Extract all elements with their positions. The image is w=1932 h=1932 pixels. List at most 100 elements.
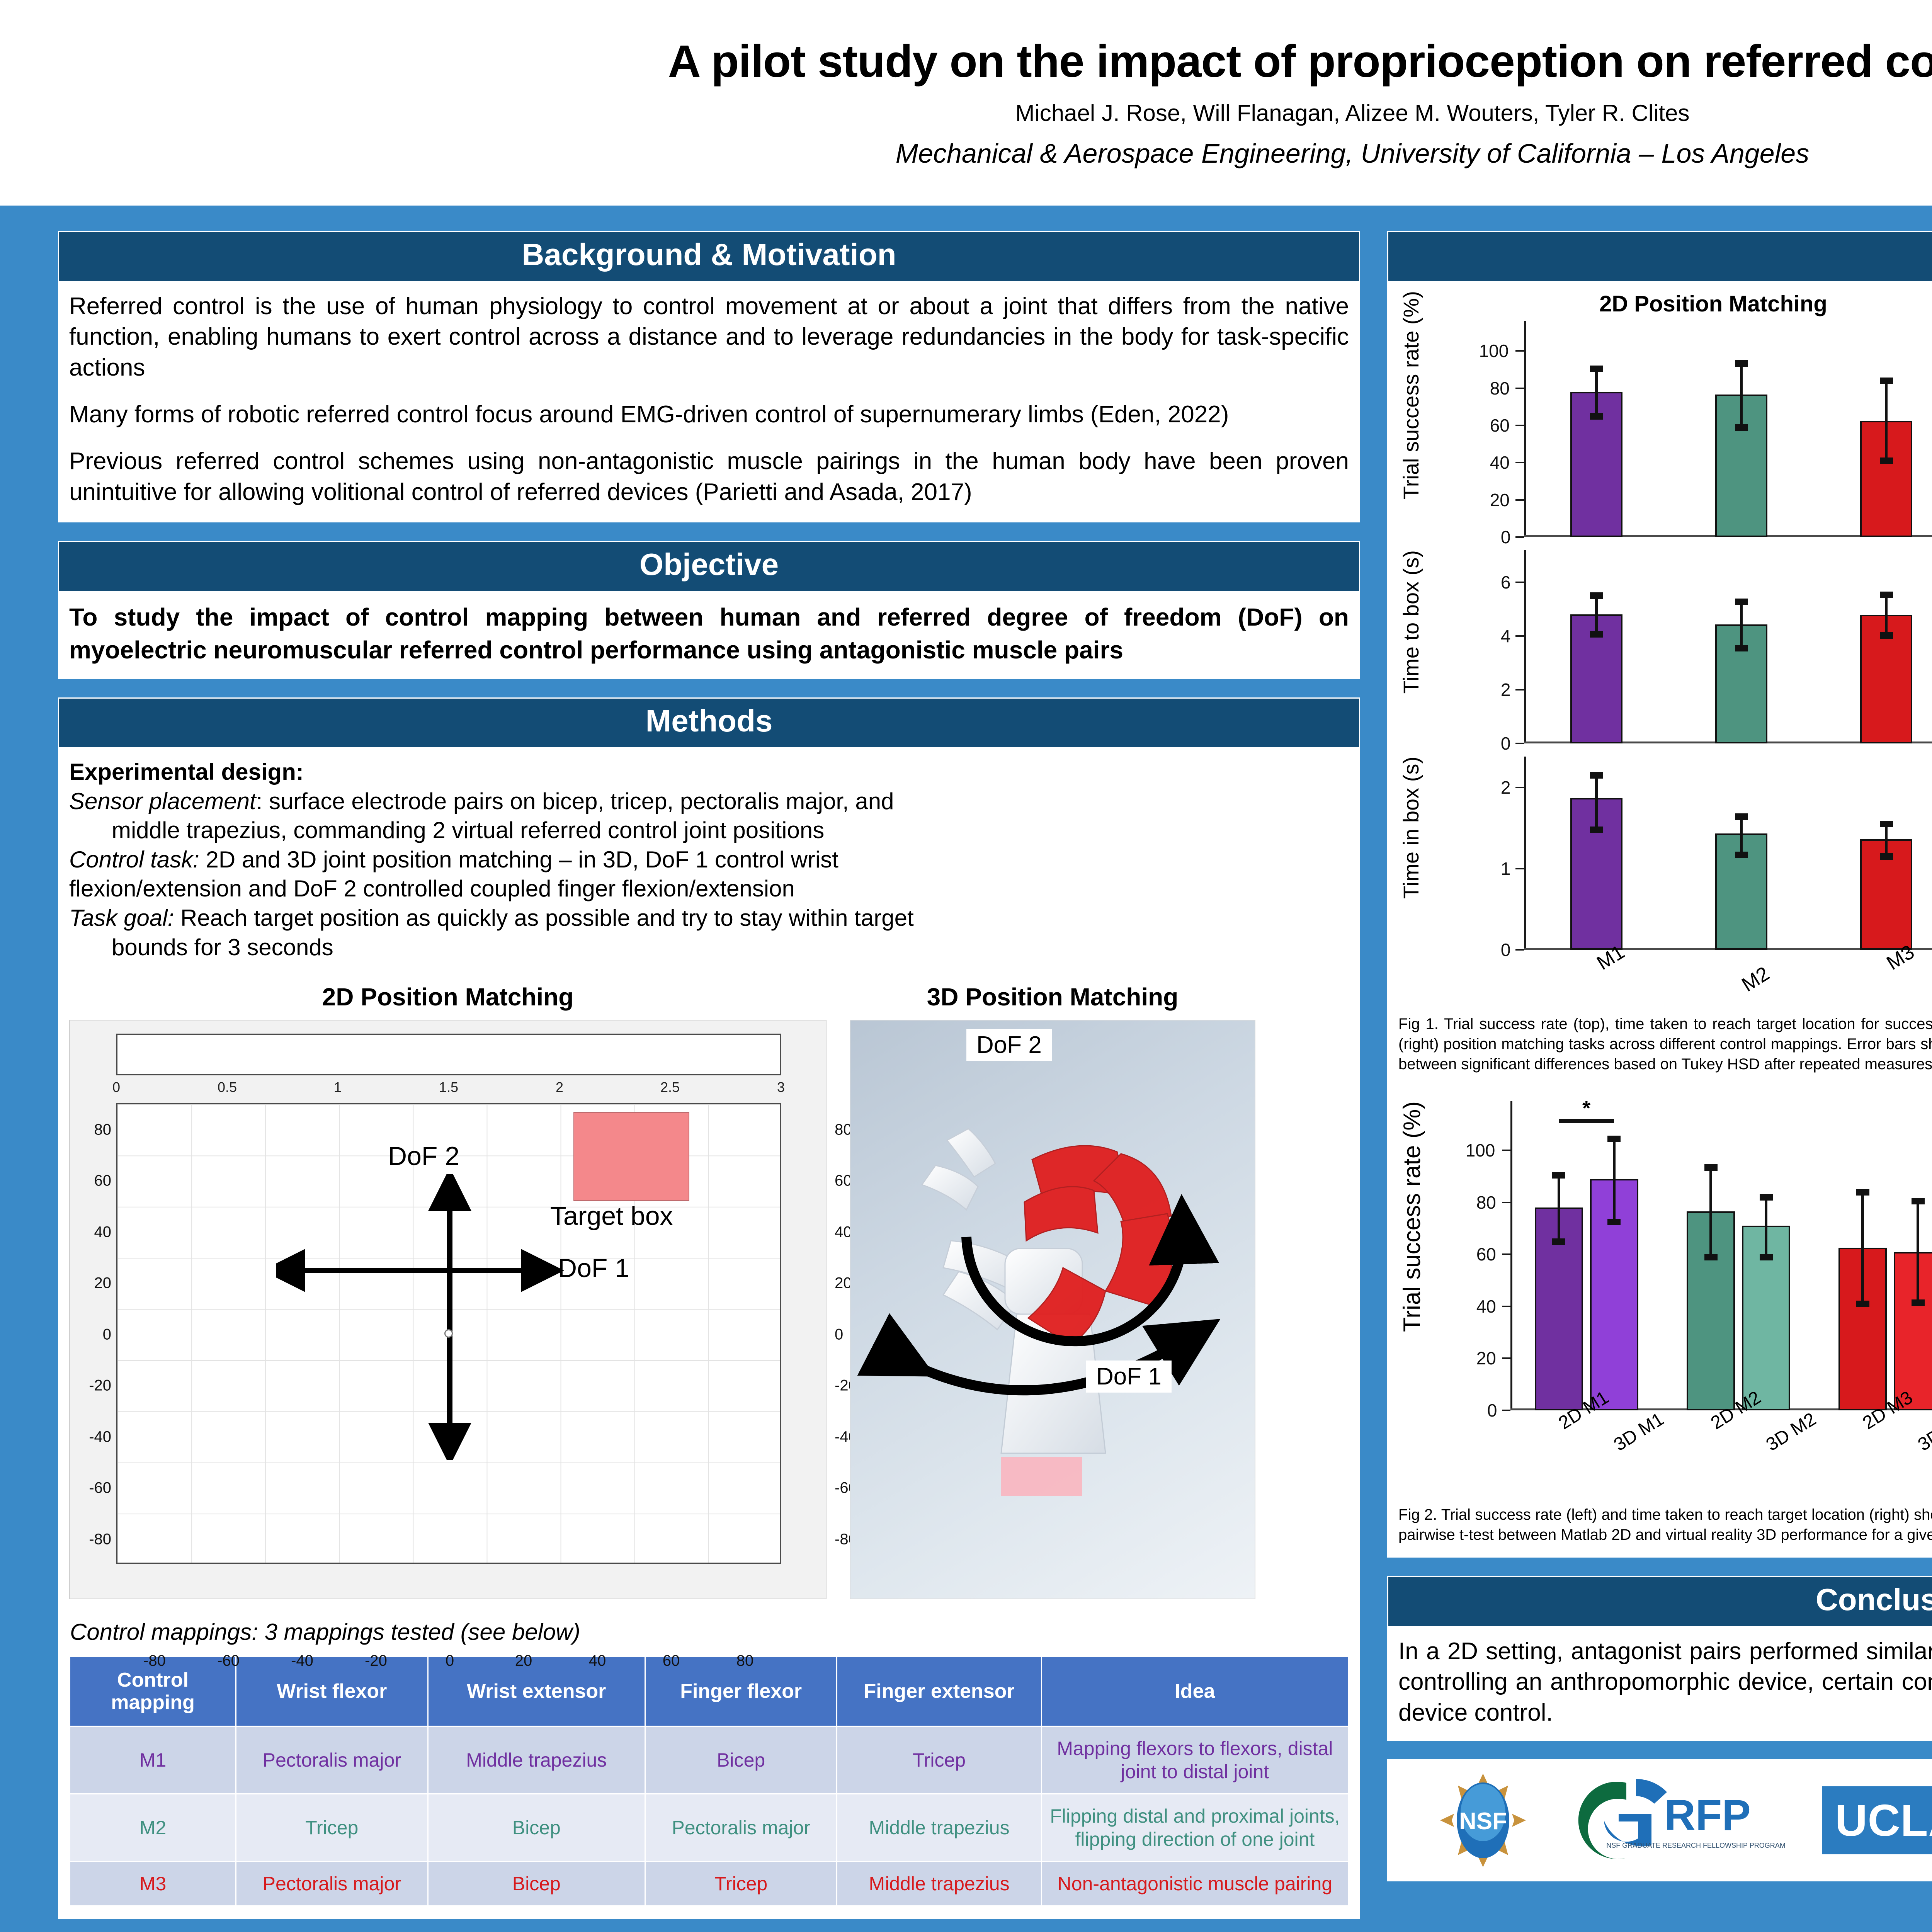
nsf-logo-icon: NSF bbox=[1435, 1772, 1531, 1869]
cell-mapping: M3 bbox=[69, 1861, 237, 1906]
conclusions-text: In a 2D setting, antagonist pairs perfor… bbox=[1398, 1638, 1932, 1726]
table-row: M3 Pectoralis major Bicep Tricep Middle … bbox=[69, 1861, 1349, 1906]
tick-label: 2.5 bbox=[660, 1079, 680, 1095]
methods-line-label: Control task: bbox=[69, 846, 199, 872]
fig1-chart-2d-timein: 0 1 2 M1 M2 M3 bbox=[1456, 757, 1932, 1008]
methods-line: middle trapezius, commanding 2 virtual r… bbox=[69, 816, 1349, 845]
cell-finger-flexor: Pectoralis major bbox=[645, 1793, 838, 1862]
results-body: Trial success rate (%) 2D Position Match… bbox=[1388, 281, 1932, 1556]
methods-line-text: Reach target position as quickly as poss… bbox=[174, 905, 914, 931]
fig1-chart-2d-timeto: 0 2 4 6 bbox=[1456, 550, 1932, 753]
tick-label: 1 bbox=[333, 1079, 342, 1095]
y-tick-label: 80 bbox=[94, 1121, 112, 1138]
error-bar bbox=[1885, 381, 1888, 461]
cell-finger-extensor: Tricep bbox=[836, 1725, 1042, 1794]
fig2-chart-success: 0 20 40 60 80 100 * 2D M1 3D bbox=[1449, 1098, 1932, 1499]
figure-2: Trial success rate (%) 0 20 40 60 80 100 bbox=[1398, 1098, 1932, 1499]
svg-text:NSF: NSF bbox=[1459, 1808, 1507, 1835]
error-bar bbox=[1612, 1138, 1616, 1222]
error-bar bbox=[1861, 1192, 1864, 1304]
x-tick-label: -80 bbox=[143, 1652, 166, 1670]
tick-label: 0 bbox=[112, 1079, 121, 1095]
fig1-row-timeto: Time to box (s) 0 2 4 6 0 2 bbox=[1398, 550, 1932, 753]
x-tick-label: 40 bbox=[588, 1652, 606, 1670]
background-body: Referred control is the use of human phy… bbox=[59, 281, 1359, 522]
error-cap bbox=[1911, 1299, 1925, 1306]
error-bar bbox=[1885, 595, 1888, 636]
y-tick-label: 0 bbox=[102, 1326, 111, 1343]
grfp-logo-icon: RFP NSF GRADUATE RESEARCH FELLOWSHIP PRO… bbox=[1568, 1772, 1786, 1869]
background-panel: Background & Motivation Referred control… bbox=[58, 231, 1360, 523]
y-tick-label: 40 bbox=[1476, 1296, 1496, 1316]
conclusions-heading: Conclusions & Future Work bbox=[1388, 1577, 1932, 1626]
y-tick-label: 1 bbox=[1500, 858, 1511, 879]
fig1-chart-2d-success: 2D Position Matching 0 20 40 60 80 100 bbox=[1456, 291, 1932, 547]
table-row: M2 Tricep Bicep Pectoralis major Middle … bbox=[69, 1793, 1349, 1862]
logos-panel: NSF RFP NSF GRADUATE RESEARCH FELLOWSHIP… bbox=[1387, 1759, 1932, 1882]
right-column: Results Trial success rate (%) 2D Positi… bbox=[1387, 231, 1932, 1900]
cell-wrist-extensor: Bicep bbox=[427, 1793, 646, 1862]
objective-body: To study the impact of control mapping b… bbox=[59, 591, 1359, 678]
vr-hand-render: DoF 2 DoF 1 bbox=[850, 1020, 1255, 1600]
dof1-label-3d: DoF 1 bbox=[1086, 1361, 1172, 1393]
error-bar bbox=[1740, 601, 1743, 648]
control-mappings-note: Control mappings: 3 mappings tested (see… bbox=[70, 1619, 580, 1645]
y-tick-label: 20 bbox=[1476, 1348, 1496, 1369]
error-bar bbox=[1595, 595, 1598, 634]
error-cap bbox=[1590, 826, 1603, 833]
fig1-row-success: Trial success rate (%) 2D Position Match… bbox=[1398, 291, 1932, 547]
x-tick-label: M2 bbox=[1738, 962, 1774, 997]
error-cap bbox=[1607, 1135, 1621, 1142]
fig-2d-position-matching: 2D Position Matching 0 0.5 1 1.5 2 2.5 3 bbox=[69, 983, 857, 1669]
error-bar bbox=[1557, 1175, 1560, 1242]
y-tick-label: 0 bbox=[1500, 527, 1511, 547]
methods-line-text: bounds for 3 seconds bbox=[112, 934, 333, 960]
error-cap bbox=[1704, 1164, 1718, 1171]
error-cap bbox=[1735, 852, 1748, 859]
fig2-ylabel-success: Trial success rate (%) bbox=[1399, 1101, 1425, 1332]
x-tick-label: 80 bbox=[736, 1652, 754, 1670]
x-tick-label: 60 bbox=[662, 1652, 680, 1670]
methods-line: flexion/extension and DoF 2 controlled c… bbox=[69, 874, 1349, 903]
svg-text:NSF GRADUATE RESEARCH FELLOWSH: NSF GRADUATE RESEARCH FELLOWSHIP PROGRAM bbox=[1606, 1842, 1785, 1849]
cell-mapping: M2 bbox=[69, 1793, 237, 1862]
methods-line: Sensor placement: surface electrode pair… bbox=[69, 787, 1349, 816]
error-cap bbox=[1735, 645, 1748, 651]
progress-bar-ticks: 0 0.5 1 1.5 2 2.5 3 bbox=[112, 1079, 785, 1097]
tick-label: 0.5 bbox=[217, 1079, 237, 1095]
y-tick-label: 0 bbox=[1487, 1400, 1497, 1420]
methods-line: bounds for 3 seconds bbox=[69, 933, 1349, 962]
matlab-2d-plot: 0 0.5 1 1.5 2 2.5 3 80 60 40 bbox=[69, 1020, 857, 1669]
x-tick-label: -20 bbox=[365, 1652, 387, 1670]
cell-wrist-extensor: Middle trapezius bbox=[427, 1725, 646, 1794]
y-tick-label: 60 bbox=[1476, 1244, 1496, 1265]
cell-finger-flexor: Bicep bbox=[645, 1725, 838, 1794]
methods-body: Experimental design: Sensor placement: s… bbox=[59, 747, 1359, 1918]
error-cap bbox=[1879, 457, 1893, 464]
logo-row: NSF RFP NSF GRADUATE RESEARCH FELLOWSHIP… bbox=[1404, 1772, 1932, 1869]
results-heading: Results bbox=[1388, 232, 1932, 281]
conclusions-panel: Conclusions & Future Work In a 2D settin… bbox=[1387, 1576, 1932, 1741]
y-tick-label: 20 bbox=[1490, 490, 1510, 510]
fig1-ylabel-timein: Time in box (s) bbox=[1399, 757, 1423, 899]
poster-header: A pilot study on the impact of proprioce… bbox=[0, 0, 1932, 206]
tick-label: 1.5 bbox=[439, 1079, 459, 1095]
error-cap bbox=[1759, 1194, 1773, 1201]
cell-idea: Non-antagonistic muscle pairing bbox=[1041, 1861, 1349, 1906]
y-tick-label: 40 bbox=[94, 1223, 112, 1241]
ucla-logo: UCLA bbox=[1822, 1786, 1932, 1855]
fig1-row-timein: Time in box (s) 0 1 2 M1 M2 M3 bbox=[1398, 757, 1932, 1008]
cell-finger-flexor: Tricep bbox=[645, 1861, 838, 1906]
error-bar bbox=[1709, 1167, 1712, 1257]
error-bar bbox=[1740, 363, 1743, 427]
methods-line-label: Sensor placement bbox=[69, 788, 256, 814]
col-wrist-extensor: Wrist extensor bbox=[427, 1656, 646, 1727]
x-tick-label: 3D M1 bbox=[1610, 1408, 1668, 1455]
y-tick-label: 6 bbox=[1500, 572, 1511, 592]
error-cap bbox=[1879, 378, 1893, 384]
error-cap bbox=[1759, 1254, 1773, 1260]
cell-wrist-flexor: Tricep bbox=[235, 1793, 429, 1862]
robotic-hand-illustration bbox=[857, 1128, 1221, 1496]
y-tick-label: -80 bbox=[89, 1531, 111, 1548]
y-tick-label: -60 bbox=[89, 1479, 111, 1497]
